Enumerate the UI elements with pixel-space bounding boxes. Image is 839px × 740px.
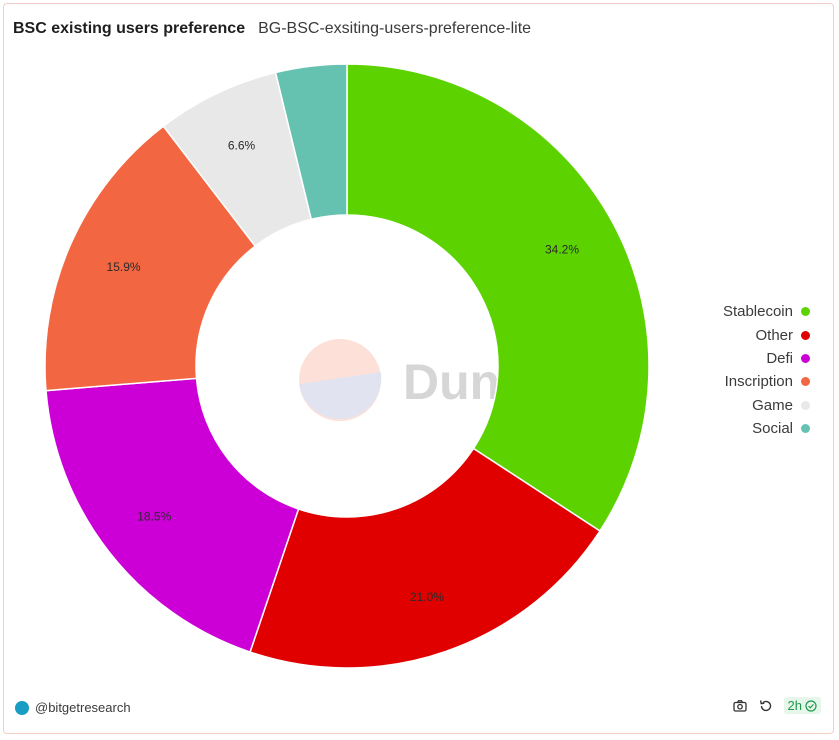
legend-item-inscription[interactable]: Inscription: [723, 370, 810, 393]
chart-footer-actions: 2h: [722, 697, 821, 714]
legend-label: Defi: [766, 349, 793, 367]
slice-label-inscription: 15.9%: [107, 260, 141, 274]
legend-item-social[interactable]: Social: [723, 417, 810, 440]
legend-label: Stablecoin: [722, 303, 793, 321]
legend-label: Social: [752, 420, 793, 438]
legend-label: Other: [755, 326, 793, 344]
query-name[interactable]: BG-BSC-exsiting-users-preference-lite: [258, 20, 532, 37]
author-name[interactable]: @bitgetresearch: [35, 700, 131, 715]
legend-label: Game: [752, 396, 793, 414]
chart-header: BSC existing users preference BG-BSC-exs…: [13, 20, 531, 38]
legend-swatch: [801, 353, 810, 363]
check-circle-icon: [805, 699, 817, 712]
dune-logo-lower-half: [299, 372, 382, 420]
legend-item-defi[interactable]: Defi: [723, 347, 810, 370]
slice-label-game: 6.6%: [228, 138, 256, 152]
donut-slice-defi[interactable]: [45, 377, 300, 653]
legend-item-other[interactable]: Other: [723, 323, 810, 346]
camera-icon[interactable]: [732, 698, 748, 714]
legend-item-game[interactable]: Game: [723, 394, 810, 417]
chart-legend: Stablecoin Other Defi Inscription Game Social: [723, 300, 810, 440]
slice-label-defi: 18.5%: [137, 509, 171, 523]
donut-slice-other[interactable]: [249, 447, 601, 669]
legend-swatch: [801, 400, 810, 410]
chart-title: BSC existing users preference: [13, 20, 246, 37]
legend-label: Inscription: [724, 373, 793, 391]
slice-label-stablecoin: 34.2%: [545, 243, 579, 257]
legend-swatch: [801, 377, 810, 387]
author-avatar: [15, 700, 29, 715]
legend-swatch: [801, 424, 810, 434]
donut-slice-inscription[interactable]: [44, 125, 257, 392]
legend-swatch: [801, 307, 810, 317]
refresh-icon[interactable]: [758, 698, 774, 714]
legend-swatch: [801, 330, 810, 340]
refresh-age: 2h: [787, 698, 802, 713]
slice-label-other: 21.0%: [410, 590, 444, 604]
author-attribution[interactable]: @bitgetresearch: [15, 700, 131, 715]
refresh-status-badge[interactable]: 2h: [783, 697, 821, 714]
legend-item-stablecoin[interactable]: Stablecoin: [723, 300, 810, 323]
donut-slice-social[interactable]: [274, 63, 348, 221]
donut-slice-stablecoin[interactable]: [346, 63, 650, 533]
